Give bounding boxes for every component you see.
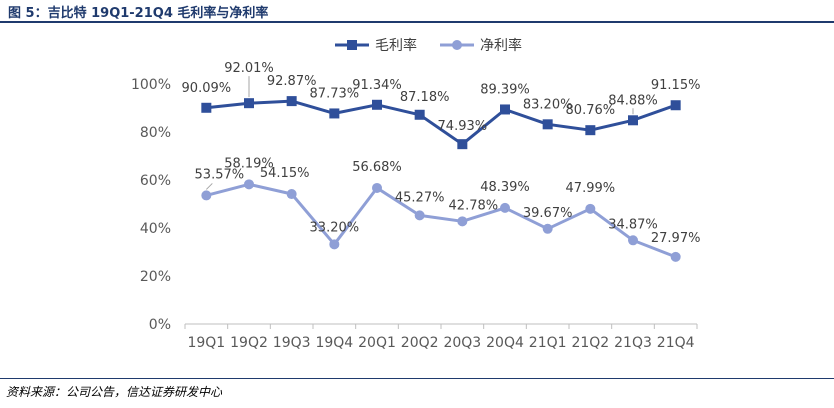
title-divider	[0, 21, 834, 23]
gross-data-label: 84.88%	[608, 93, 658, 108]
gross-margin-point	[542, 119, 553, 130]
footer-divider	[0, 378, 834, 379]
net-margin-point	[628, 235, 638, 246]
gross-data-label: 91.34%	[352, 78, 402, 93]
legend-label: 净利率	[480, 37, 522, 54]
gross-data-label: 92.87%	[267, 74, 317, 89]
x-tick-label: 20Q2	[401, 335, 439, 351]
gross-margin-point	[244, 98, 254, 109]
gross-margin-point	[585, 125, 596, 136]
x-tick-label: 19Q1	[187, 335, 225, 351]
gross-data-label: 80.76%	[566, 103, 616, 118]
legend-marker-square	[347, 40, 357, 50]
net-margin-point	[414, 210, 425, 221]
y-tick-label: 60%	[140, 173, 171, 189]
y-tick-label: 20%	[140, 269, 171, 285]
x-tick-label: 21Q3	[614, 335, 652, 351]
net-margin-point	[457, 216, 468, 227]
net-data-label: 42.78%	[449, 198, 499, 213]
x-tick-label: 19Q2	[230, 335, 268, 351]
gross-margin-point	[670, 100, 681, 111]
net-margin-point	[201, 190, 212, 201]
net-data-label: 34.87%	[608, 217, 658, 232]
x-tick-label: 20Q4	[486, 335, 524, 351]
net-data-label: 56.68%	[352, 160, 402, 175]
net-data-label: 39.67%	[523, 206, 573, 221]
gross-data-label: 83.20%	[523, 97, 573, 112]
page-title: 图 5：吉比特 19Q1-21Q4 毛利率与净利率	[8, 6, 269, 21]
x-tick-label: 20Q3	[443, 335, 481, 351]
net-margin-point	[500, 202, 510, 213]
net-data-label: 45.27%	[395, 190, 445, 205]
y-tick-label: 100%	[131, 77, 171, 93]
gross-data-label: 92.01%	[224, 61, 274, 76]
gross-margin-point	[286, 96, 297, 107]
net-data-label: 33.20%	[310, 220, 360, 235]
x-tick-label: 19Q3	[273, 335, 311, 351]
net-data-label: 58.19%	[224, 156, 274, 171]
net-data-label: 48.39%	[480, 180, 530, 195]
gross-margin-point	[201, 102, 212, 113]
gross-data-label: 91.15%	[651, 78, 701, 93]
gross-data-label: 74.93%	[438, 119, 488, 134]
gross-margin-point	[457, 139, 468, 150]
gross-margin-point	[329, 108, 340, 119]
legend: 毛利率 净利率	[335, 37, 522, 54]
gross-margin-point	[500, 104, 510, 115]
x-tick-label: 20Q1	[358, 335, 396, 351]
net-data-label: 47.99%	[566, 181, 616, 196]
data-labels: 90.09% 92.01%92.87%87.73%91.34%87.18% 74.9…	[182, 61, 701, 246]
source-note: 资料来源：公司公告，信达证券研发中心	[6, 385, 223, 399]
gross-margin-point	[414, 109, 425, 120]
line-chart: 毛利率 净利率 19Q1 19Q2 19Q3 19Q4 20Q1 20Q2 20Q3 20Q4 2…	[131, 37, 701, 351]
gross-margin-point	[372, 99, 382, 110]
net-margin-point	[286, 189, 297, 200]
gross-data-label: 90.09%	[182, 81, 232, 96]
x-tick-label: 21Q2	[571, 335, 609, 351]
legend-marker-circle	[452, 40, 462, 50]
axes: 19Q1 19Q2 19Q3 19Q4 20Q1 20Q2 20Q3 20Q4 21Q1 21Q2…	[131, 77, 698, 351]
legend-label: 毛利率	[375, 37, 417, 54]
y-tick-label: 40%	[140, 221, 171, 237]
gross-margin-point	[628, 115, 638, 126]
series-line-gross	[206, 99, 677, 146]
series-line-net	[205, 182, 677, 259]
x-tick-label: 21Q4	[657, 335, 695, 351]
net-margin-point	[329, 239, 340, 250]
gross-data-label: 87.73%	[310, 86, 360, 101]
net-margin-point	[372, 182, 382, 193]
net-data-label: 27.97%	[651, 231, 701, 246]
net-margin-point	[585, 203, 596, 214]
gross-data-label: 89.39%	[480, 82, 530, 97]
gross-data-label: 87.18%	[400, 90, 450, 105]
x-tick-label: 21Q1	[529, 335, 567, 351]
net-margin-point	[670, 251, 681, 262]
net-data-label: 53.57%	[195, 167, 245, 182]
series-layer	[201, 96, 681, 262]
net-data-label: 54.15%	[260, 166, 310, 181]
x-tick-label: 19Q4	[315, 335, 353, 351]
net-margin-point	[542, 223, 553, 234]
label-leader-line	[205, 183, 213, 190]
y-tick-label: 0%	[149, 317, 171, 333]
y-tick-label: 80%	[140, 125, 171, 141]
net-margin-point	[244, 179, 254, 190]
